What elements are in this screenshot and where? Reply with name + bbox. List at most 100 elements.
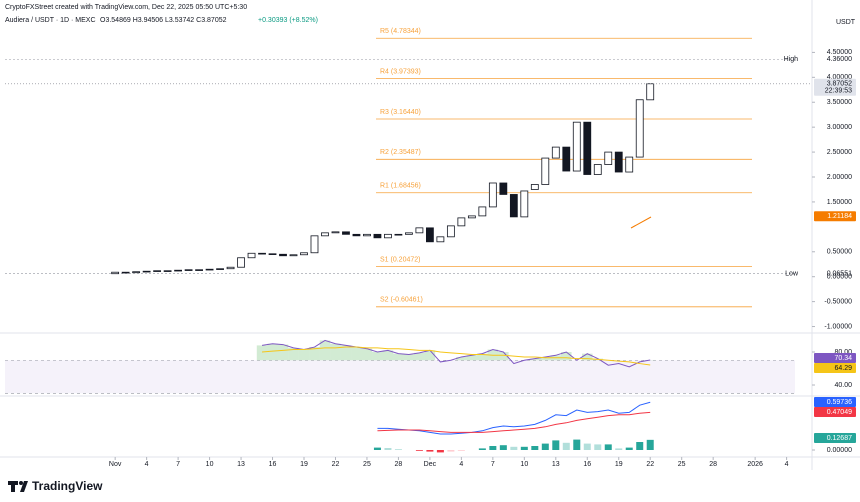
y-tick-label: 1.50000 [827, 199, 852, 206]
overbought-fill [403, 354, 415, 361]
candle-body [310, 235, 319, 254]
candle-body [593, 164, 602, 175]
candle-body [572, 121, 581, 172]
overbought-fill [330, 343, 341, 361]
candle-body [247, 252, 256, 259]
overbought-fill [529, 358, 541, 361]
histogram-bar [499, 445, 507, 450]
histogram-bar [615, 448, 623, 450]
overbought-fill [382, 350, 394, 361]
candle-body [604, 151, 613, 165]
candle-body [509, 194, 518, 218]
marker-label: 1.21184 [827, 213, 852, 220]
y-tick-label: -1.00000 [824, 323, 852, 330]
ohlc: O3.54869 H3.94506 L3.53742 C3.87052 [100, 17, 227, 24]
candle-body [268, 253, 277, 255]
histogram-bar [636, 442, 644, 450]
y-tick-label: 0.50000 [827, 249, 852, 256]
candle-body [384, 233, 392, 239]
candle-body [132, 271, 141, 274]
histogram-bar [489, 446, 497, 450]
candle-body [551, 146, 560, 159]
x-tick-label: 4 [459, 461, 463, 468]
x-tick-label: 2026 [747, 461, 763, 468]
x-tick-label: 19 [300, 461, 308, 468]
overbought-fill [277, 344, 289, 361]
candle-body [426, 227, 434, 243]
credit: CryptoFXStreet created with TradingView.… [5, 4, 247, 11]
overbought-fill [582, 353, 593, 361]
candle-body [583, 121, 592, 175]
brand: TradingView [32, 479, 103, 493]
y-tick-label: 0.00000 [827, 447, 852, 454]
series-last-label: 64.29 [834, 365, 852, 372]
overbought-fill [361, 348, 373, 361]
candle-body [216, 268, 224, 270]
rsi-band [5, 360, 795, 394]
trend-line [630, 216, 652, 229]
overbought-fill [393, 353, 404, 361]
candle-body [300, 252, 308, 256]
y-tick-label: 2.00000 [827, 174, 852, 181]
candle-body [415, 227, 424, 234]
histogram-bar [552, 440, 560, 450]
x-tick-label: 7 [491, 461, 495, 468]
histogram-bar [510, 446, 518, 450]
series-last-label-box [814, 362, 856, 373]
candle-body [562, 146, 571, 172]
series-last-label: 0.47049 [827, 409, 852, 416]
pivot-label: R2 (2.35487) [380, 149, 421, 156]
pivot-label: S2 (-0.60461) [380, 297, 423, 304]
y-tick-label: 80.00 [834, 349, 852, 356]
x-tick-label: Dec [424, 461, 437, 468]
candle-body [184, 269, 193, 271]
candle-body [121, 271, 130, 274]
x-tick-label: 16 [583, 461, 591, 468]
x-tick-label: 13 [552, 461, 560, 468]
candle-body [478, 206, 487, 217]
histogram-last-label-box [814, 433, 856, 443]
candle-body [373, 233, 382, 239]
indicator-line [261, 339, 651, 368]
overbought-fill [256, 345, 268, 361]
candle-body [153, 270, 162, 272]
x-tick-label: 22 [646, 461, 654, 468]
x-tick-label: 25 [678, 461, 686, 468]
pivot-label: R1 (1.68456) [380, 183, 421, 190]
candle-body [237, 257, 245, 268]
histogram-bar [583, 443, 591, 450]
candle-body [446, 225, 455, 238]
overbought-fill [414, 352, 425, 361]
candle-body [488, 182, 497, 208]
histogram-bar [594, 444, 602, 450]
series-last-label: 0.59736 [827, 399, 852, 406]
histogram-bar [531, 446, 539, 450]
x-tick-label: 10 [520, 461, 528, 468]
last-price: 3.87052 [827, 81, 852, 88]
x-tick-label: 4 [785, 461, 789, 468]
histogram-bar [562, 442, 570, 450]
candle-body [111, 271, 120, 275]
pivot-label: R5 (4.78344) [380, 28, 421, 35]
overbought-fill [372, 352, 383, 361]
series-last-label-box [814, 407, 856, 417]
overbought-fill [540, 356, 551, 361]
overbought-fill [456, 356, 467, 361]
histogram-bar [646, 439, 654, 450]
overbought-fill [288, 347, 299, 361]
pivot-label: R4 (3.97393) [380, 68, 421, 75]
candle-body [174, 269, 183, 272]
indicator-line [377, 401, 651, 435]
candle-body [394, 233, 403, 236]
histogram-bar [573, 439, 581, 450]
symbol: Audiera / USDT · 1D · MEXC [5, 17, 96, 24]
x-tick-label: 7 [176, 461, 180, 468]
x-tick-label: 4 [145, 461, 149, 468]
overbought-fill [309, 347, 320, 361]
histogram-bar [478, 448, 486, 450]
candle-body [342, 231, 350, 235]
candle-body [614, 151, 623, 173]
overbought-fill [424, 350, 436, 361]
histogram-bar [457, 450, 465, 451]
